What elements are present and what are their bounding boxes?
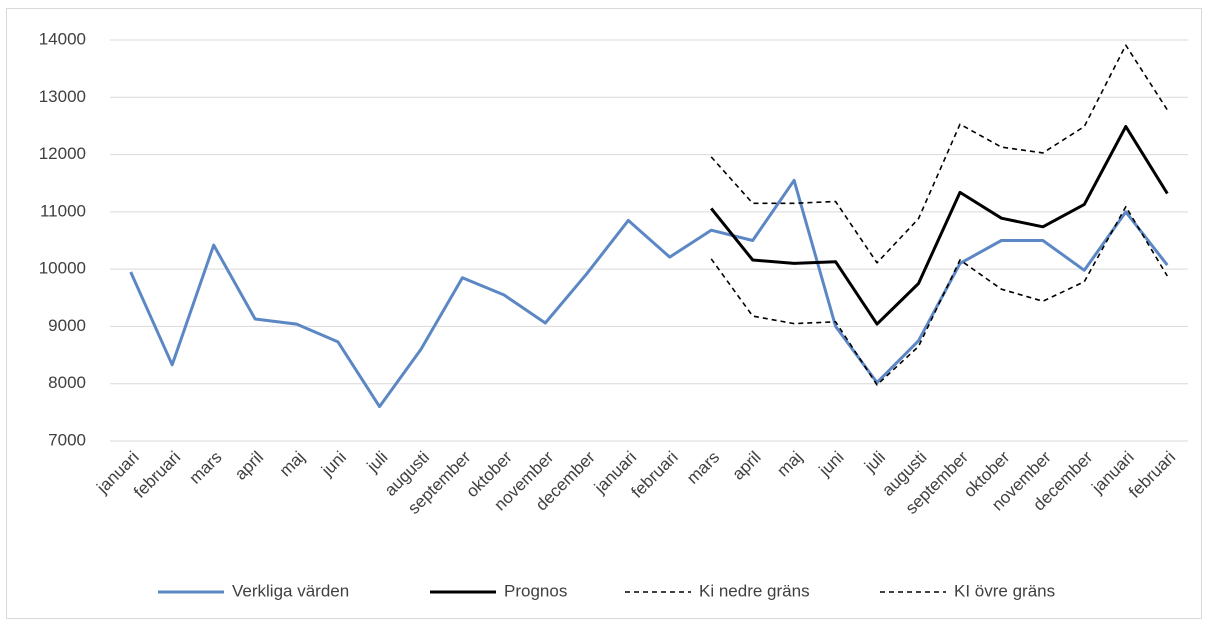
legend-label: Verkliga värden [232, 581, 349, 600]
legend-label: KI övre gräns [954, 581, 1055, 600]
y-tick-label: 12000 [39, 144, 86, 163]
series-line [710, 205, 1168, 386]
y-tick-label: 7000 [48, 430, 86, 449]
chart-border [6, 8, 1202, 619]
legend-label: Prognos [504, 581, 567, 600]
y-tick-label: 10000 [39, 259, 86, 278]
legend-label: Ki nedre gräns [699, 581, 810, 600]
y-tick-label: 8000 [48, 373, 86, 392]
y-tick-label: 14000 [39, 29, 86, 48]
series-line [710, 125, 1169, 326]
y-tick-label: 13000 [39, 87, 86, 106]
series-line [129, 178, 1169, 409]
y-tick-label: 9000 [48, 316, 86, 335]
y-tick-label: 11000 [40, 201, 86, 220]
